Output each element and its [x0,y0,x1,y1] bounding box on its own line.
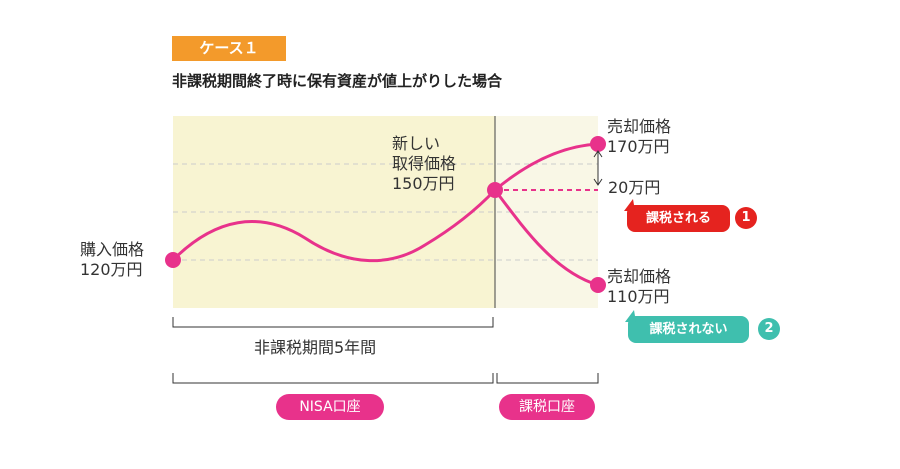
taxed-callout-text: 課税される [645,211,711,226]
gain-arrow [593,150,603,186]
taxed-callout: 課税される [624,199,730,232]
rising-price-curve [494,142,599,192]
callout-tail [624,199,635,211]
purchase-point [165,252,181,268]
sale-high-point [590,136,606,152]
sale-high-price-label: 売却価格 170万円 [607,117,672,156]
taxable-account-bracket [496,373,599,384]
taxable-account-pill: 課税口座 [499,394,595,420]
purchase-price-label: 購入価格 120万円 [80,240,145,279]
sale-low-point [590,277,606,293]
callout-tail [625,310,636,322]
nisa-account-pill: NISA口座 [276,394,384,420]
not-taxed-callout: 課税されない [625,310,749,343]
nisa-price-curve [171,188,497,263]
tax-free-period-label: 非課税期間5年間 [254,338,377,357]
not-taxed-callout-text: 課税されない [649,322,728,337]
new-cost-price-label: 新しい 取得価格 150万円 [392,134,457,193]
case-badge: ケース１ [172,36,286,61]
falling-price-curve [493,189,599,287]
nisa-period-area [173,116,495,308]
diagram-subtitle: 非課税期間終了時に保有資産が値上がりした場合 [172,72,503,90]
nisa-account-bracket [172,373,494,384]
taxed-number-badge: 1 [735,207,757,229]
grid-lines [173,163,598,261]
gain-label: 20万円 [608,178,661,197]
tax-free-period-bracket [172,317,494,328]
new-cost-point [487,182,503,198]
sale-low-price-label: 売却価格 110万円 [607,267,672,306]
not-taxed-number-badge: 2 [758,318,780,340]
